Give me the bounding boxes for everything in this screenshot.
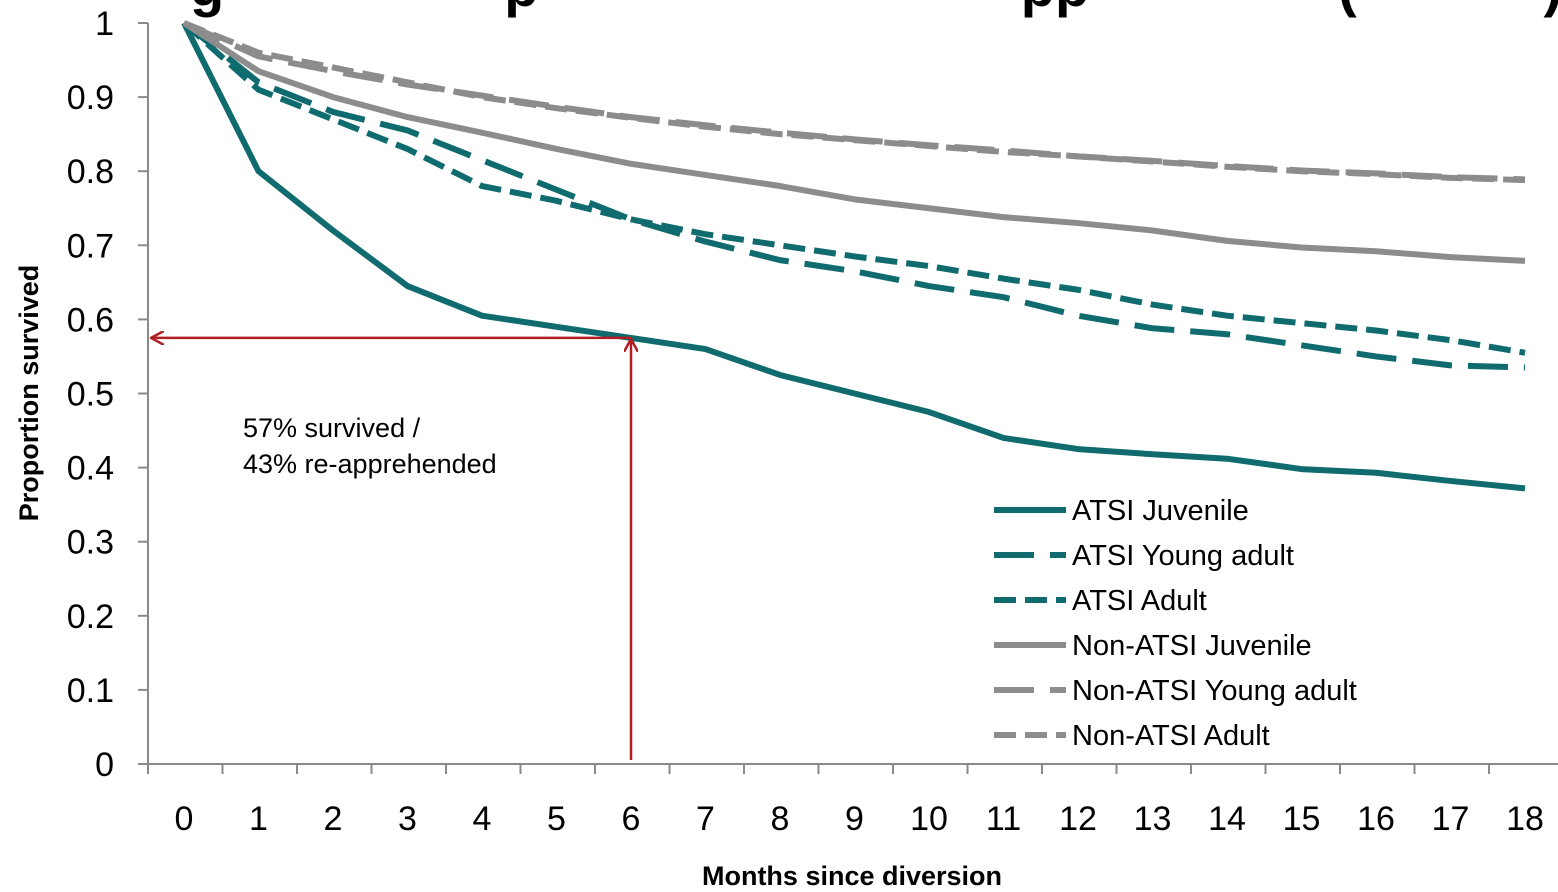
x-tick-label: 14 — [1208, 800, 1246, 838]
y-tick-label: 1 — [95, 5, 114, 43]
legend-label-2: ATSI Adult — [1072, 585, 1207, 617]
series-line-4 — [182, 20, 1526, 183]
x-tick-label: 5 — [547, 800, 566, 838]
y-tick-label: 0.8 — [67, 153, 114, 191]
x-tick-label: 15 — [1283, 800, 1321, 838]
y-tick-label: 0.5 — [67, 376, 114, 414]
x-ticks: 0 1 2 3 4 5 6 7 8 9 10 11 12 13 14 15 16 17 18 — [147, 764, 1544, 838]
x-axis-title: Months since diversion — [702, 861, 1002, 891]
legend-label-0: ATSI Juvenile — [1072, 495, 1249, 527]
annotation: 57% survived / 43% re-apprehended — [152, 338, 631, 760]
x-tick-label: 1 — [249, 800, 268, 838]
x-tick-label: 18 — [1506, 800, 1544, 838]
x-tick-label: 10 — [910, 800, 948, 838]
y-tick-label: 0.6 — [67, 301, 114, 339]
x-tick-label: 16 — [1357, 800, 1395, 838]
series-line-1 — [182, 20, 1526, 371]
y-ticks: 0 0.1 0.2 0.3 0.4 0.5 0.6 0.7 0.8 0.9 1 — [67, 5, 148, 784]
y-tick-label: 0 — [95, 746, 114, 784]
annotation-line-1: 57% survived / — [243, 413, 421, 443]
x-tick-label: 7 — [696, 800, 715, 838]
series-line-5 — [182, 20, 1526, 184]
x-tick-label: 4 — [473, 800, 492, 838]
series-line-2 — [181, 20, 1526, 356]
x-tick-label: 17 — [1432, 800, 1470, 838]
legend-label-1: ATSI Young adult — [1072, 540, 1294, 572]
x-tick-label: 2 — [324, 800, 343, 838]
y-tick-label: 0.1 — [67, 672, 114, 710]
x-tick-label: 11 — [986, 800, 1021, 838]
legend-label-5: Non-ATSI Adult — [1072, 720, 1270, 752]
annotation-line-2: 43% re-apprehended — [243, 449, 497, 479]
x-tick-label: 9 — [845, 800, 864, 838]
legend-label-3: Non-ATSI Juvenile — [1072, 630, 1312, 662]
x-tick-label: 12 — [1059, 800, 1097, 838]
legend: ATSI Juvenile ATSI Young adult ATSI Adult N… — [994, 495, 1357, 752]
x-tick-label: 13 — [1134, 800, 1172, 838]
y-tick-label: 0.7 — [67, 227, 114, 265]
series-line-0 — [181, 21, 1526, 492]
y-tick-label: 0.9 — [67, 79, 114, 117]
y-tick-label: 0.2 — [67, 598, 114, 636]
y-axis-title: Proportion survived — [14, 265, 44, 522]
legend-label-4: Non-ATSI Young adult — [1072, 675, 1357, 707]
series-lines — [181, 20, 1526, 492]
chart-title: g p pp ( ) — [190, 0, 1558, 18]
x-tick-label: 3 — [398, 800, 417, 838]
x-tick-label: 0 — [175, 800, 194, 838]
y-tick-label: 0.3 — [67, 524, 114, 562]
y-tick-label: 0.4 — [67, 450, 114, 488]
x-tick-label: 8 — [771, 800, 790, 838]
series-line-3 — [182, 20, 1526, 264]
x-tick-label: 6 — [622, 800, 641, 838]
